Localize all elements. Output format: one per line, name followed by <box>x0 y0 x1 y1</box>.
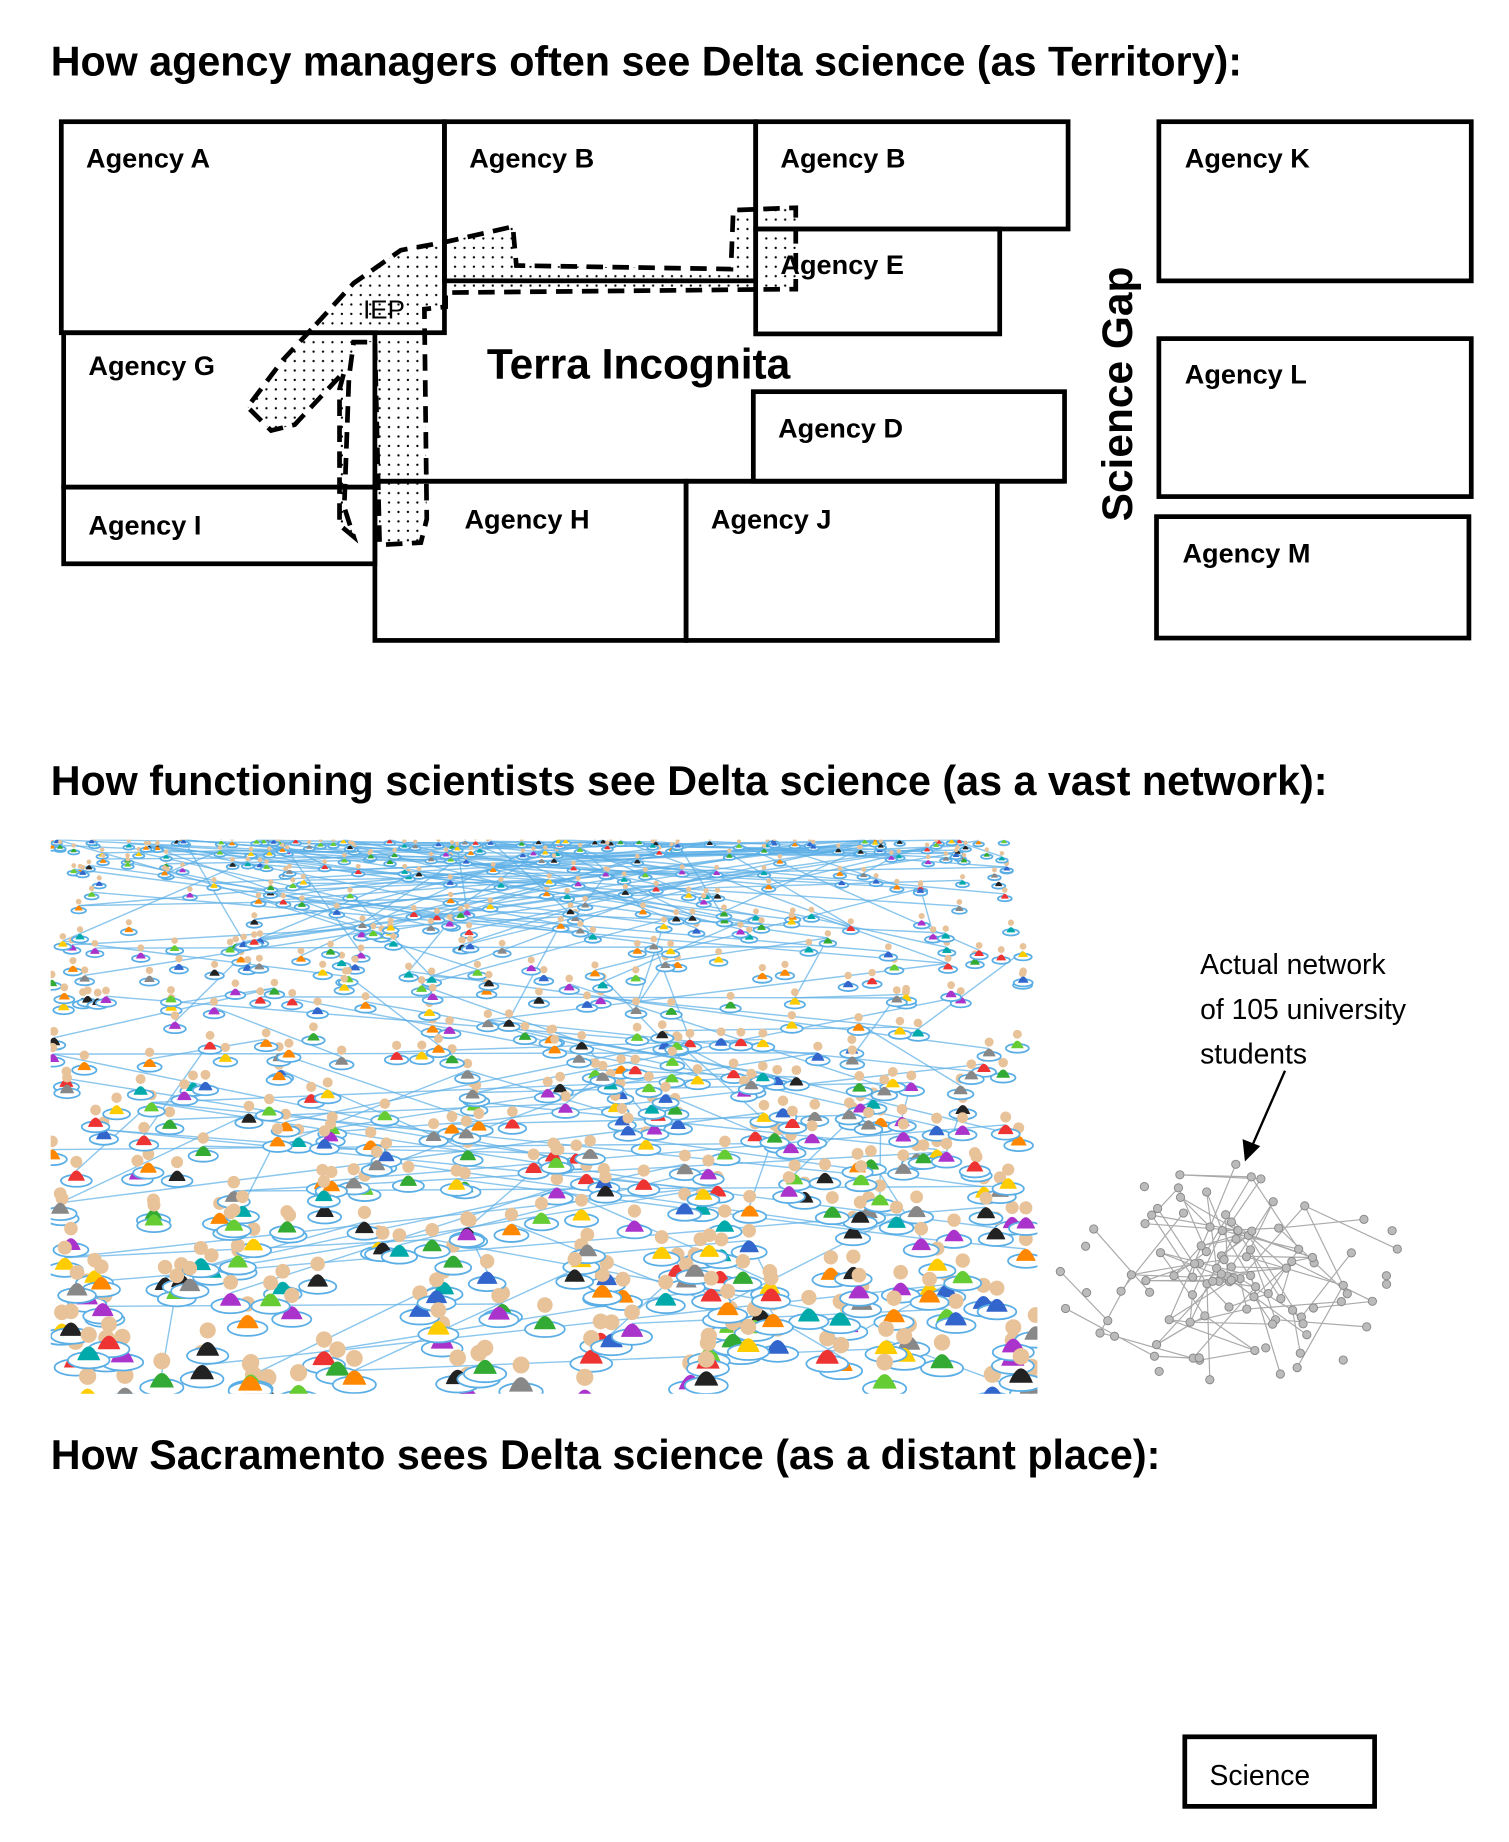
agency-j-box <box>683 478 1000 643</box>
iep-label: IEP <box>363 297 405 325</box>
agency-label: Agency D <box>778 413 903 444</box>
iep-region <box>244 205 799 548</box>
section3-title: How Sacramento sees Delta science (as a … <box>51 1432 1161 1478</box>
agency-k-box <box>1156 119 1474 284</box>
agency-e-box <box>753 226 1003 337</box>
territory-boxes <box>58 119 1474 643</box>
agency-l-box <box>1156 336 1474 499</box>
science-gap-label: Science Gap <box>1094 267 1141 522</box>
agency-label: Agency G <box>88 350 215 381</box>
science-box-label: Science <box>1210 1759 1311 1791</box>
agency-label: Agency K <box>1185 143 1310 174</box>
student-network-graph <box>1055 1159 1402 1385</box>
caption-line: of 105 university <box>1200 993 1407 1025</box>
agency-labels: Agency A Agency B Agency B Agency E Agen… <box>86 143 1310 569</box>
caption-line: students <box>1200 1038 1307 1070</box>
crowd-network-image <box>50 839 1038 1394</box>
arrow-icon <box>1242 1070 1287 1162</box>
agency-label: Agency B <box>780 143 905 174</box>
science-box <box>1182 1734 1377 1809</box>
terra-incognita-label: Terra Incognita <box>487 341 791 388</box>
agency-label: Agency M <box>1182 538 1310 569</box>
agency-label: Agency I <box>88 509 201 540</box>
section2-title: How functioning scientists see Delta sci… <box>51 758 1328 804</box>
agency-label: Agency J <box>711 503 832 534</box>
agency-label: Agency H <box>464 503 589 534</box>
section1-title: How agency managers often see Delta scie… <box>51 39 1242 85</box>
agency-label: Agency B <box>469 143 594 174</box>
agency-label: Agency A <box>86 143 210 174</box>
agency-label: Agency L <box>1185 358 1307 389</box>
caption-line: Actual network <box>1200 948 1386 980</box>
agency-label: Agency E <box>780 249 904 280</box>
agency-m-box <box>1154 514 1472 641</box>
agency-b2-box <box>753 119 1071 232</box>
